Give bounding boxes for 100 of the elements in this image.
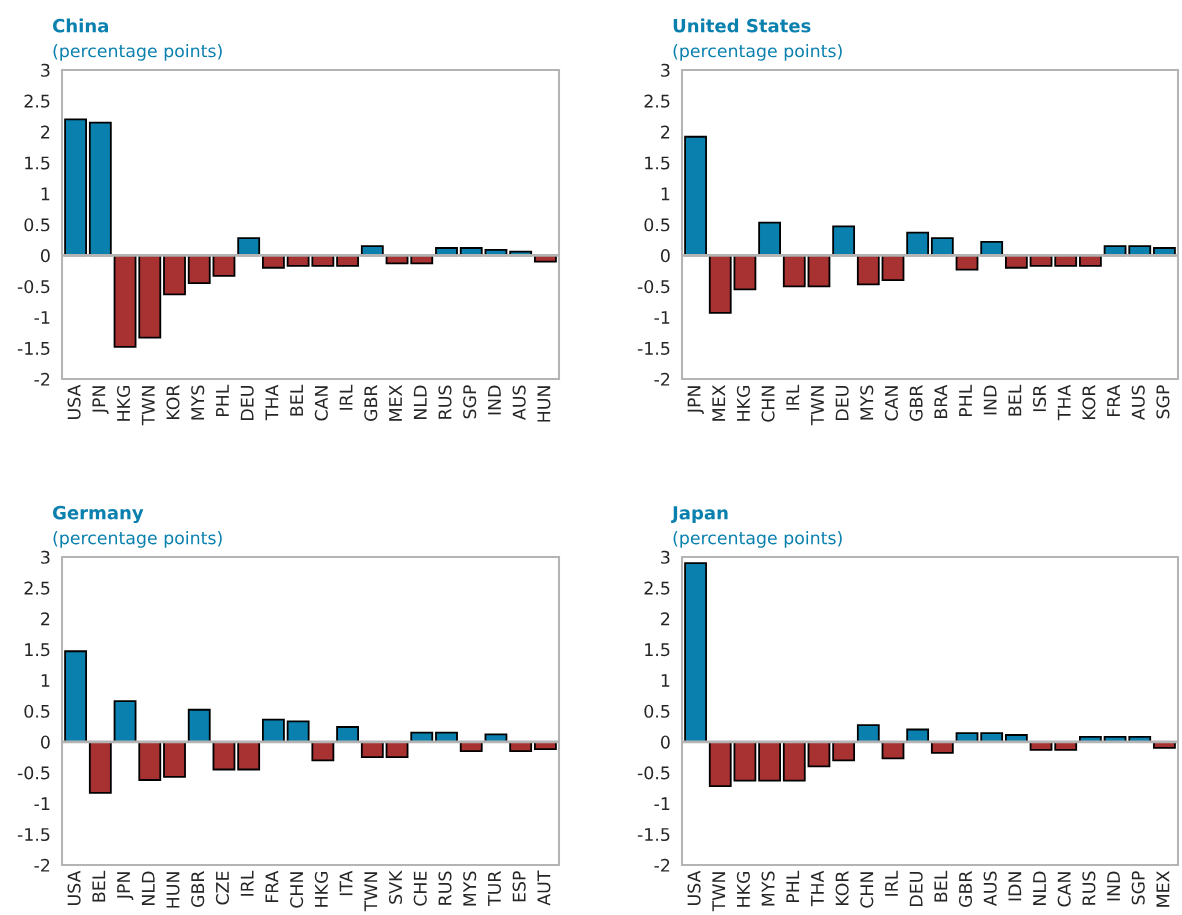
x-tick-label: USA <box>67 870 81 905</box>
x-tick-label: TWN <box>712 872 726 912</box>
x-tick-label: USA <box>687 870 701 905</box>
chart-title: United States <box>673 18 811 33</box>
x-tick-label: HKG <box>736 385 750 421</box>
y-tick-label: -1 <box>34 797 50 810</box>
x-tick-label: AUS <box>512 385 526 421</box>
y-tick-label: 2 <box>661 612 670 626</box>
x-tick-label: HKG <box>314 871 328 907</box>
x-tick-label: IRL <box>339 384 353 410</box>
y-tick-label: -1.5 <box>17 342 50 355</box>
y-tick-label: 2.5 <box>644 94 670 108</box>
y-tick-label: 0.5 <box>24 704 50 718</box>
x-tick-label: CHN <box>761 386 775 422</box>
y-tick-label: 3 <box>661 550 670 564</box>
x-tick-label: IND <box>488 385 501 415</box>
x-tick-label: RUS <box>1082 871 1096 905</box>
chart-subtitle: (percentage points) <box>673 530 842 548</box>
y-tick-label: 2 <box>41 612 50 626</box>
x-tick-label: JPN <box>117 872 134 901</box>
y-tick-label: 1 <box>41 187 50 201</box>
x-tick-label: CAN <box>1057 872 1071 907</box>
y-tick-label: 2.5 <box>644 581 670 595</box>
x-tick-label: MYS <box>463 871 477 906</box>
x-tick-label: PHL <box>959 384 972 417</box>
x-tick-label: CHN <box>290 872 304 908</box>
y-tick-label: 1.5 <box>25 643 50 657</box>
y-tick-label: 1.5 <box>25 156 50 170</box>
x-tick-label: FRA <box>1107 384 1120 417</box>
y-tick-label: -2 <box>654 858 670 872</box>
y-tick-label: 0.5 <box>644 704 670 718</box>
y-tick-label: 1 <box>661 187 670 201</box>
x-tick-label: KOR <box>1082 385 1096 420</box>
x-tick-label: IRL <box>240 870 254 896</box>
y-tick-label: 0 <box>660 735 670 749</box>
y-tick-label: -1.5 <box>17 828 50 842</box>
y-tick-label: -0.5 <box>17 766 50 780</box>
y-tick-label: 1 <box>41 674 50 687</box>
y-tick-label: -0.5 <box>637 766 670 780</box>
y-tick-label: -0.5 <box>17 280 50 294</box>
y-tick-label: 2.5 <box>24 581 50 595</box>
x-tick-label: TWN <box>364 872 378 912</box>
y-tick-label: 0 <box>40 249 50 263</box>
x-tick-label: FRA <box>265 870 279 903</box>
chart-subtitle: (percentage points) <box>53 530 222 548</box>
y-tick-label: 3 <box>41 63 50 77</box>
x-tick-label: MEX <box>1156 871 1170 907</box>
x-tick-label: BRA <box>934 384 948 419</box>
x-tick-label: THA <box>1057 384 1071 421</box>
x-tick-label: USA <box>67 384 81 419</box>
y-tick-label: 1.5 <box>645 643 670 657</box>
x-tick-label: SGP <box>1156 385 1170 419</box>
x-tick-label: IDN <box>1008 872 1022 901</box>
x-tick-label: IRL <box>786 384 800 410</box>
x-tick-label: SVK <box>388 870 403 904</box>
x-tick-label: SGP <box>1131 871 1145 905</box>
x-tick-label: IND <box>1107 871 1120 901</box>
x-tick-label: ISR <box>1032 385 1047 412</box>
x-tick-label: AUS <box>983 871 997 907</box>
y-tick-label: 0 <box>660 249 670 263</box>
x-tick-label: PHL <box>216 384 229 417</box>
x-tick-label: IND <box>983 385 997 415</box>
x-tick-label: SGP <box>463 385 477 419</box>
x-tick-label: IRL <box>885 870 898 896</box>
y-tick-label: -2 <box>34 372 50 386</box>
x-tick-label: HKG <box>116 385 131 421</box>
x-tick-label: RUS <box>438 385 452 419</box>
x-tick-label: CHE <box>413 871 427 906</box>
y-tick-label: -1 <box>654 797 670 810</box>
x-tick-label: CZE <box>215 871 229 905</box>
x-tick-label: BEL <box>1008 384 1022 416</box>
x-tick-label: AUS <box>1131 385 1145 421</box>
x-tick-label: CAN <box>314 386 328 421</box>
x-tick-label: MEX <box>389 385 402 421</box>
y-tick-label: -2 <box>34 858 50 872</box>
x-tick-label: NLD <box>141 871 155 905</box>
y-tick-label: 2.5 <box>24 94 50 108</box>
x-tick-label: MYS <box>860 385 874 420</box>
x-tick-label: NLD <box>1033 871 1046 905</box>
x-tick-label: CHN <box>860 872 874 908</box>
y-tick-label: -1.5 <box>637 828 670 842</box>
y-tick-label: 3 <box>41 550 50 564</box>
x-tick-label: BEL <box>290 384 303 416</box>
x-tick-label: TUR <box>488 871 501 906</box>
y-tick-label: -2 <box>654 372 670 386</box>
x-tick-label: MEX <box>712 385 726 421</box>
x-tick-label: JPN <box>687 386 704 415</box>
x-tick-label: CAN <box>884 386 899 421</box>
x-tick-label: GBR <box>958 871 973 908</box>
y-tick-label: -1.5 <box>637 342 670 355</box>
x-tick-label: DEU <box>240 386 254 420</box>
chart-title: Germany <box>52 505 144 524</box>
y-tick-label: 1 <box>661 674 670 687</box>
x-tick-label: JPN <box>92 386 109 415</box>
x-tick-label: GBR <box>364 385 378 422</box>
x-tick-label: GBR <box>909 385 923 422</box>
y-tick-label: 0.5 <box>24 218 50 232</box>
x-tick-label: ESP <box>512 871 526 902</box>
y-tick-label: 3 <box>661 63 670 77</box>
y-tick-label: 2 <box>661 125 670 139</box>
